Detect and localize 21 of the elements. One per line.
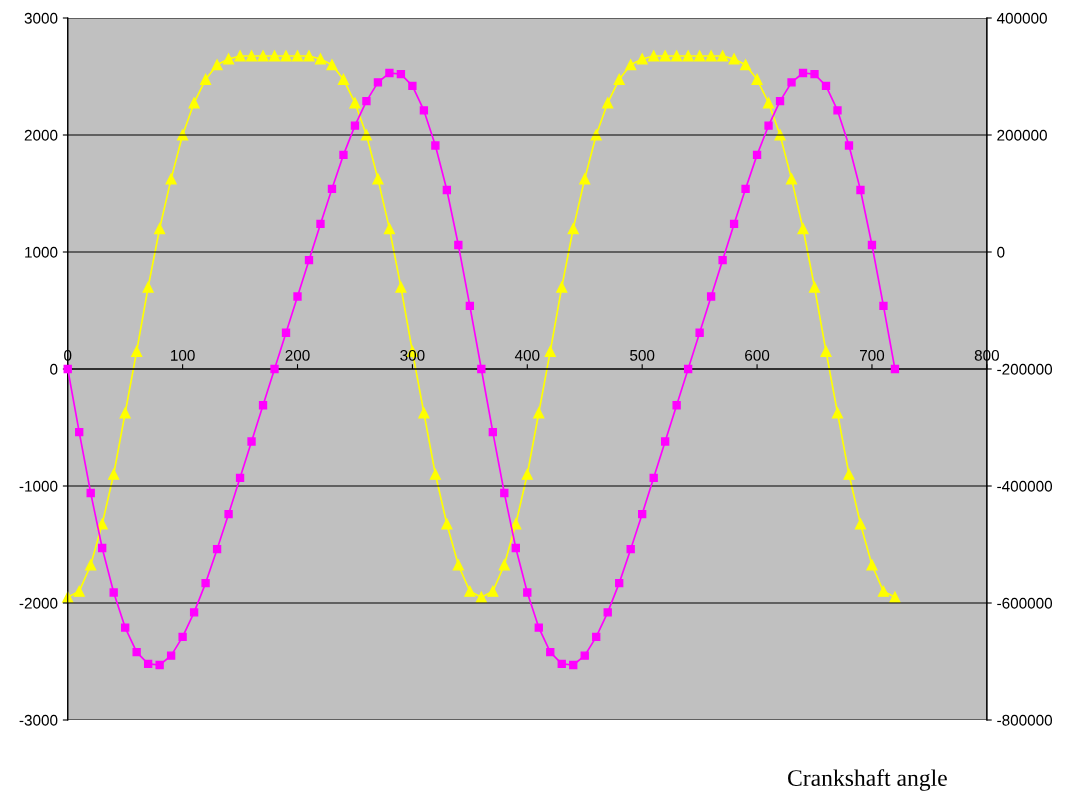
y2-tick-label: 0 xyxy=(997,246,1005,258)
x-tick-label: 200 xyxy=(285,349,310,361)
y-tick-label: 0 xyxy=(50,363,58,375)
x-tick-label: 100 xyxy=(171,349,195,361)
y-tick-label: 2000 xyxy=(24,129,58,141)
x-axis-title: Crankshaft angle xyxy=(788,769,947,791)
y2-tick-label: -600000 xyxy=(997,597,1053,609)
y-tick-label: -3000 xyxy=(19,714,58,726)
y2-tick-label: -800000 xyxy=(997,714,1053,726)
x-tick-label: 700 xyxy=(860,349,885,361)
x-tick-label: 600 xyxy=(745,349,770,361)
y2-tick-label: -200000 xyxy=(997,363,1053,375)
y2-tick-label: 400000 xyxy=(996,12,1047,24)
y-tick-label: -2000 xyxy=(19,597,58,609)
y2-tick-label: -400000 xyxy=(997,480,1053,492)
y2-tick-label: 200000 xyxy=(997,129,1047,141)
x-tick-label: 400 xyxy=(514,349,540,361)
x-tick-label: 500 xyxy=(630,349,655,361)
y-tick-label: -1000 xyxy=(19,480,58,492)
y-tick-label: 3000 xyxy=(24,12,58,24)
y-tick-label: 1000 xyxy=(25,246,58,258)
